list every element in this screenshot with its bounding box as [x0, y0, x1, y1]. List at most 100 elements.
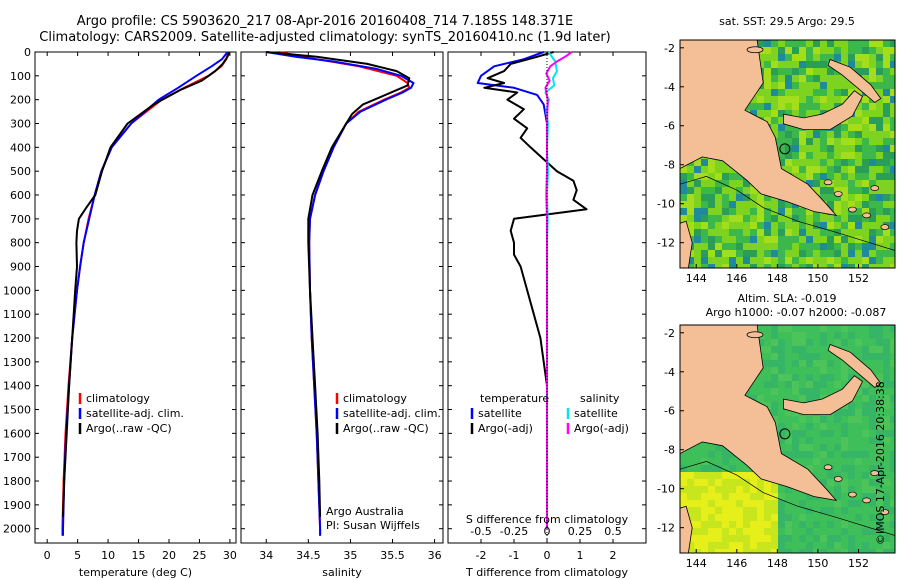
- ocean-cell: [827, 528, 834, 535]
- ocean-cell: [694, 500, 701, 507]
- ocean-cell: [757, 222, 764, 229]
- ocean-cell: [722, 528, 729, 535]
- ocean-cell: [827, 542, 834, 549]
- ocean-cell: [750, 110, 757, 117]
- ocean-cell: [771, 243, 778, 250]
- ocean-cell: [883, 542, 890, 549]
- ocean-cell: [694, 514, 701, 521]
- ocean-cell: [890, 250, 895, 257]
- ocean-cell: [834, 47, 841, 54]
- ocean-cell: [729, 236, 736, 243]
- ocean-cell: [694, 264, 701, 268]
- ocean-cell: [827, 339, 834, 346]
- ocean-cell: [820, 152, 827, 159]
- ocean-cell: [757, 236, 764, 243]
- ocean-cell: [855, 528, 862, 535]
- ocean-cell: [890, 472, 895, 479]
- ocean-cell: [750, 500, 757, 507]
- ocean-cell: [694, 451, 701, 458]
- ocean-cell: [764, 486, 771, 493]
- ocean-cell: [764, 82, 771, 89]
- ocean-cell: [876, 103, 883, 110]
- ocean-cell: [799, 61, 806, 68]
- ocean-cell: [813, 243, 820, 250]
- ocean-cell: [785, 236, 792, 243]
- ocean-cell: [750, 215, 757, 222]
- map-x-tick-label: 144: [686, 272, 707, 285]
- ocean-cell: [701, 194, 708, 201]
- ocean-cell: [799, 89, 806, 96]
- y-tick-label: 1500: [3, 404, 31, 417]
- ocean-cell: [890, 381, 895, 388]
- ocean-cell: [890, 465, 895, 472]
- ocean-cell: [827, 47, 834, 54]
- ocean-cell: [806, 423, 813, 430]
- ocean-cell: [883, 236, 890, 243]
- ocean-cell: [806, 451, 813, 458]
- ocean-cell: [813, 229, 820, 236]
- ocean-cell: [799, 110, 806, 117]
- ocean-cell: [687, 264, 694, 268]
- ocean-cell: [869, 535, 876, 542]
- ocean-cell: [743, 535, 750, 542]
- ocean-cell: [792, 493, 799, 500]
- ocean-cell: [722, 451, 729, 458]
- ocean-cell: [694, 236, 701, 243]
- y-tick-label: 1400: [3, 380, 31, 393]
- ocean-cell: [757, 388, 764, 395]
- ocean-cell: [862, 103, 869, 110]
- ocean-cell: [834, 257, 841, 264]
- ocean-cell: [834, 243, 841, 250]
- ocean-cell: [757, 194, 764, 201]
- ocean-cell: [855, 215, 862, 222]
- ocean-cell: [876, 215, 883, 222]
- ocean-cell: [813, 416, 820, 423]
- ocean-cell: [848, 264, 855, 268]
- ocean-cell: [764, 402, 771, 409]
- ocean-cell: [701, 458, 708, 465]
- ocean-cell: [820, 243, 827, 250]
- ocean-cell: [820, 131, 827, 138]
- ocean-cell: [820, 159, 827, 166]
- y-tick-label: 1700: [3, 451, 31, 464]
- ocean-cell: [750, 493, 757, 500]
- ocean-cell: [890, 479, 895, 486]
- ocean-cell: [841, 381, 848, 388]
- ocean-cell: [841, 409, 848, 416]
- series-s-argo: [544, 51, 573, 529]
- ocean-cell: [862, 222, 869, 229]
- ocean-cell: [806, 103, 813, 110]
- ocean-cell: [834, 264, 841, 268]
- ocean-cell: [834, 416, 841, 423]
- ocean-cell: [792, 367, 799, 374]
- ocean-cell: [869, 201, 876, 208]
- ocean-cell: [687, 166, 694, 173]
- ocean-cell: [841, 152, 848, 159]
- ocean-cell: [813, 542, 820, 549]
- ocean-cell: [750, 243, 757, 250]
- ocean-cell: [715, 180, 722, 187]
- ocean-cell: [750, 187, 757, 194]
- ocean-cell: [778, 257, 785, 264]
- ocean-cell: [876, 250, 883, 257]
- ocean-cell: [876, 61, 883, 68]
- ocean-cell: [694, 201, 701, 208]
- ocean-cell: [841, 96, 848, 103]
- ocean-cell: [890, 360, 895, 367]
- ocean-cell: [778, 208, 785, 215]
- ocean-cell: [771, 40, 778, 47]
- ocean-cell: [806, 68, 813, 75]
- ocean-cell: [785, 423, 792, 430]
- ocean-cell: [757, 103, 764, 110]
- y-tick-label: 1800: [3, 475, 31, 488]
- ocean-cell: [792, 395, 799, 402]
- map-y-tick-label: -6: [664, 405, 675, 418]
- ocean-cell: [785, 339, 792, 346]
- ocean-cell: [743, 493, 750, 500]
- ocean-cell: [757, 215, 764, 222]
- ocean-cell: [736, 187, 743, 194]
- ocean-cell: [764, 61, 771, 68]
- ocean-cell: [883, 117, 890, 124]
- ocean-cell: [876, 145, 883, 152]
